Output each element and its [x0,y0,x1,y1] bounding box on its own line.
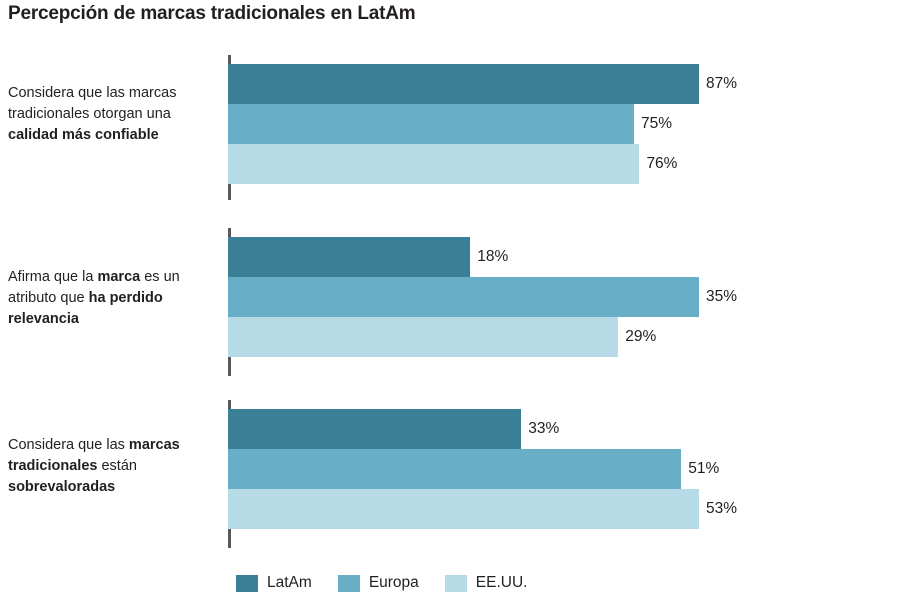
bar-value-label: 18% [477,248,509,265]
bar-latam[interactable] [228,64,699,104]
bar-group-label: Afirma que la marca es un atributo que h… [8,269,180,327]
legend-item-label: Europa [368,574,419,591]
chart-legend: LatAm Europa EE.UU. [236,574,553,592]
bar-eeuu[interactable] [228,144,640,184]
legend-swatch-icon [236,574,258,592]
legend-swatch-icon [337,574,360,592]
bar-group-label: Considera que las marcas tradicionales o… [8,85,177,143]
bar-latam[interactable] [228,237,471,277]
legend-item-label: LatAm [267,574,312,591]
legend-item[interactable]: LatAm [236,574,312,592]
bar-value-label: 87% [706,75,738,92]
page-title: Percepción de marcas tradicionales en La… [8,3,416,24]
bar-europa[interactable] [228,449,682,489]
bar-value-label: 75% [641,115,673,132]
legend-item-label: EE.UU. [475,574,528,591]
legend-swatch-icon [444,574,467,592]
legend-item[interactable]: EE.UU. [444,574,528,592]
bar-eeuu[interactable] [228,317,619,357]
bar-eeuu[interactable] [228,489,699,529]
bar-value-label: 33% [528,420,560,437]
bar-value-label: 35% [706,288,738,305]
bar-group-label: Considera que las marcas tradicionales e… [8,437,180,495]
bar-value-label: 76% [646,155,678,172]
bar-latam[interactable] [228,409,522,449]
bar-value-label: 53% [706,500,738,517]
legend-item[interactable]: Europa [337,574,419,592]
bar-europa[interactable] [228,104,635,144]
bar-europa[interactable] [228,277,699,317]
bar-value-label: 29% [625,328,657,345]
bar-value-label: 51% [688,460,720,477]
